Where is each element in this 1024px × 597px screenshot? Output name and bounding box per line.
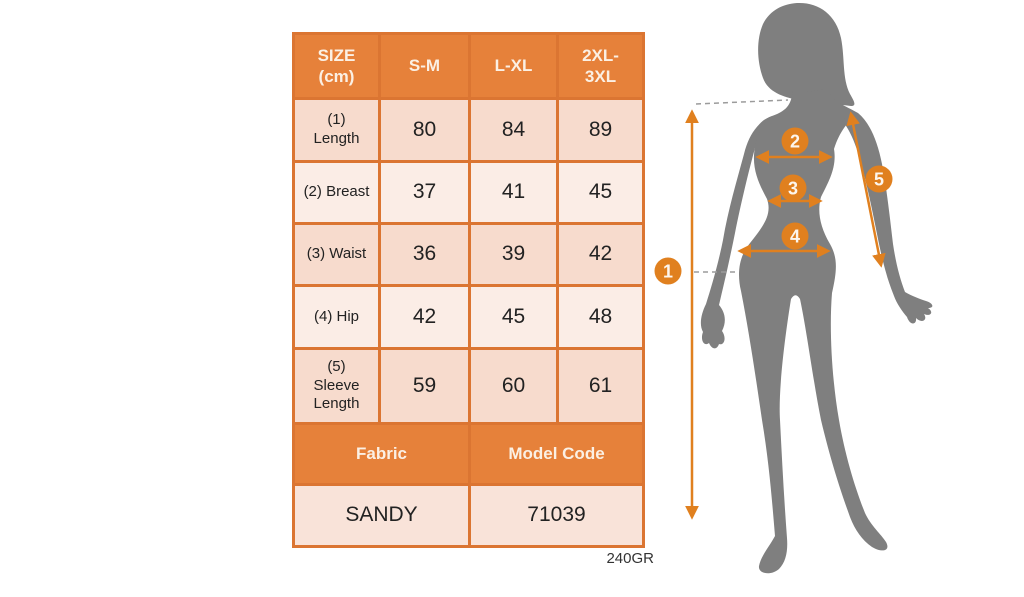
row-label-length: (1) Length	[295, 100, 378, 160]
header-size-l-xl: L-XL	[471, 35, 556, 97]
header-size-cm: SIZE (cm)	[295, 35, 378, 97]
weight-note: 240GR	[606, 550, 654, 567]
marker-5-number: 5	[874, 170, 884, 190]
marker-1-circle	[654, 257, 682, 285]
length-2xl-3xl: 89	[559, 100, 642, 160]
silhouette-right-arm	[842, 113, 933, 324]
header-size-2xl-3xl: 2XL- 3XL	[559, 35, 642, 97]
footer-header-model-code: Model Code	[471, 425, 642, 483]
hip-s-m: 42	[381, 287, 468, 347]
marker-4-number: 4	[790, 227, 800, 247]
fabric-value: SANDY	[295, 486, 468, 545]
hip-l-xl: 45	[471, 287, 556, 347]
sleeve-arrow	[846, 111, 886, 268]
waist-l-xl: 39	[471, 225, 556, 284]
sleeve-l-xl: 60	[471, 350, 556, 422]
hip-2xl-3xl: 48	[559, 287, 642, 347]
female-silhouette	[700, 2, 933, 574]
size-chart-table: SIZE (cm) S-M L-XL 2XL- 3XL (1) Length 8…	[292, 32, 645, 548]
marker-1: 1	[654, 257, 682, 285]
marker-4: 4	[781, 222, 809, 250]
marker-3: 3	[779, 174, 807, 202]
marker-5-circle	[865, 165, 893, 193]
measurement-markers: 1 2 3 4 5	[654, 127, 893, 285]
marker-2-circle	[781, 127, 809, 155]
marker-3-circle	[779, 174, 807, 202]
measurement-arrows	[685, 109, 886, 520]
sleeve-2xl-3xl: 61	[559, 350, 642, 422]
breast-l-xl: 41	[471, 163, 556, 222]
breast-2xl-3xl: 45	[559, 163, 642, 222]
length-s-m: 80	[381, 100, 468, 160]
row-label-breast: (2) Breast	[295, 163, 378, 222]
footer-header-fabric: Fabric	[295, 425, 468, 483]
marker-4-circle	[781, 222, 809, 250]
waist-s-m: 36	[381, 225, 468, 284]
waist-2xl-3xl: 42	[559, 225, 642, 284]
marker-2-number: 2	[790, 132, 800, 152]
marker-3-number: 3	[788, 179, 798, 199]
marker-2: 2	[781, 127, 809, 155]
row-label-hip: (4) Hip	[295, 287, 378, 347]
shoulder-dashed-line	[695, 99, 789, 105]
row-label-waist: (3) Waist	[295, 225, 378, 284]
breast-s-m: 37	[381, 163, 468, 222]
marker-5: 5	[865, 165, 893, 193]
silhouette-head	[758, 2, 855, 106]
silhouette-left-arm	[700, 116, 772, 349]
sleeve-s-m: 59	[381, 350, 468, 422]
header-size-s-m: S-M	[381, 35, 468, 97]
length-l-xl: 84	[471, 100, 556, 160]
marker-1-number: 1	[663, 262, 673, 282]
model-code-value: 71039	[471, 486, 642, 545]
body-measurement-diagram: 1 2 3 4 5	[654, 2, 933, 574]
silhouette-torso-legs	[739, 88, 888, 574]
row-label-sleeve-length: (5) Sleeve Length	[295, 350, 378, 422]
